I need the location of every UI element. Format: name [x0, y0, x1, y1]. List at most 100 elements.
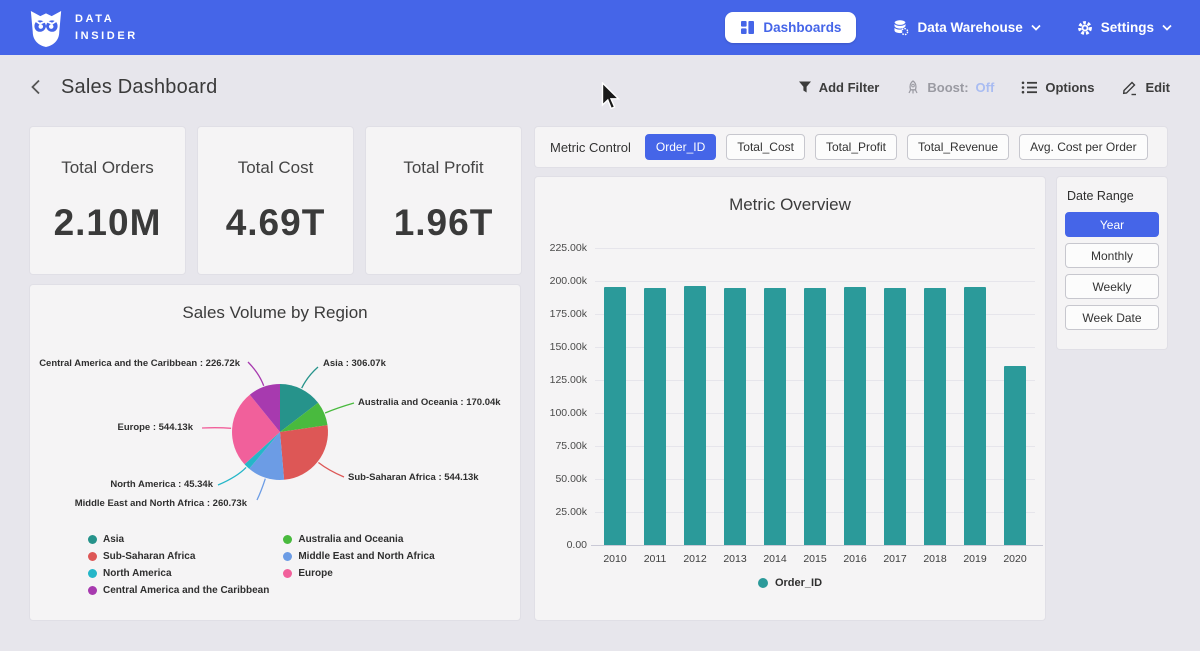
kpi-label: Total Cost	[237, 157, 314, 177]
legend-label: Central America and the Caribbean	[103, 585, 270, 596]
legend-label: Asia	[103, 534, 125, 545]
owl-logo-icon	[30, 10, 62, 47]
y-axis-tick-label: 150.00k	[549, 341, 587, 353]
legend-label: Australia and Oceania	[298, 534, 404, 545]
bar-2019[interactable]	[964, 287, 986, 545]
nav-settings[interactable]: Settings	[1077, 20, 1172, 36]
date-range-weekly-button[interactable]: Weekly	[1065, 274, 1159, 299]
boost-state: Off	[975, 79, 995, 95]
nav-dashboards-button[interactable]: Dashboards	[725, 12, 857, 43]
boost-toggle[interactable]: Boost: Off	[906, 80, 994, 95]
y-axis-tick-label: 225.00k	[549, 242, 587, 254]
y-axis-tick-label: 50.00k	[555, 473, 587, 485]
legend-dot	[88, 552, 97, 561]
filter-icon	[798, 81, 811, 93]
bar-2020[interactable]	[1004, 365, 1026, 545]
pie-slice-europe[interactable]	[232, 394, 280, 465]
dashboards-icon	[741, 21, 755, 34]
bar-chart-card: Metric Overview 0.00 25.00k 50.00k 75.00k 10…	[535, 177, 1045, 620]
legend-item-australia-and-oceania[interactable]: Australia and Oceania	[283, 531, 434, 548]
options-button[interactable]: Options	[1021, 80, 1094, 95]
pie-slice-sub-saharan-africa[interactable]	[280, 425, 328, 480]
y-axis-tick-label: 200.00k	[549, 275, 587, 287]
legend-label: North America	[103, 568, 172, 579]
pie-slice-central-america-and-the-caribbean[interactable]	[249, 384, 280, 432]
metric-chip-avg-cost-per-order[interactable]: Avg. Cost per Order	[1019, 134, 1148, 160]
bar-2017[interactable]	[884, 287, 906, 545]
pie-legend: Asia Sub-Saharan Africa North America Centr…	[88, 531, 435, 599]
bar-chart-title: Metric Overview	[729, 195, 851, 214]
page-title: Sales Dashboard	[61, 75, 218, 98]
metric-chip-order-id[interactable]: Order_ID	[644, 134, 717, 160]
bar-2015[interactable]	[804, 287, 826, 545]
pie-leader-line	[201, 427, 232, 429]
legend-label: Europe	[298, 568, 333, 579]
bar-chart-legend: Order_ID	[535, 577, 1045, 589]
metric-chip-total-revenue[interactable]: Total_Revenue	[907, 134, 1010, 160]
pie-slice-label-australia-and-oceania: Australia and Oceania : 170.04k	[358, 397, 501, 408]
date-range-week-date-button[interactable]: Week Date	[1065, 305, 1159, 330]
pie-leader-line	[324, 402, 355, 414]
edit-button[interactable]: Edit	[1121, 79, 1170, 96]
rocket-icon	[908, 79, 918, 93]
date-range-monthly-button[interactable]: Monthly	[1065, 243, 1159, 268]
bar-2011[interactable]	[644, 287, 666, 545]
legend-dot	[283, 569, 293, 578]
bar-2016[interactable]	[844, 286, 866, 545]
legend-item-europe[interactable]: Europe	[283, 565, 434, 582]
legend-dot	[88, 535, 97, 544]
legend-item-middle-east-and-north-africa[interactable]: Middle East and North Africa	[283, 548, 435, 565]
gear-icon	[1077, 20, 1092, 35]
brand-logo[interactable]: DATA INSIDER	[28, 8, 138, 48]
legend-dot	[757, 578, 768, 588]
kpi-label: Total Orders	[61, 157, 154, 177]
nav-dashboards-label: Dashboards	[763, 20, 842, 35]
chevron-down-icon	[1162, 24, 1172, 31]
pie-slice-label-europe: Europe : 544.13k	[117, 422, 193, 433]
pie-slice-australia-and-oceania[interactable]	[280, 402, 328, 432]
y-axis-tick-label: 75.00k	[555, 440, 587, 452]
pie-leader-line	[247, 361, 265, 387]
x-axis-tick-label: 2018	[923, 553, 947, 565]
pie-slice-asia[interactable]	[280, 384, 319, 432]
bar-2010[interactable]	[604, 287, 626, 545]
y-axis-tick-label: 175.00k	[549, 308, 587, 320]
brand-line2: INSIDER	[75, 29, 138, 42]
legend-label: Order_ID	[774, 577, 823, 589]
metric-control-bar: Metric Control Order_ID Total_Cost Total…	[535, 127, 1167, 167]
x-axis-tick-label: 2011	[643, 553, 667, 565]
options-label: Options	[1045, 79, 1095, 95]
bar-2012[interactable]	[684, 286, 706, 545]
date-range-label: Date Range	[1067, 189, 1134, 203]
bar-2018[interactable]	[924, 287, 946, 545]
kpi-label: Total Profit	[403, 157, 484, 177]
bar-2014[interactable]	[764, 287, 786, 545]
pie-chart	[201, 361, 355, 501]
x-axis-tick-label: 2017	[883, 553, 907, 565]
metric-chip-total-cost[interactable]: Total_Cost	[726, 134, 805, 160]
legend-item-asia[interactable]: Asia	[88, 531, 269, 548]
pie-slice-label-central-america-and-the-caribbean: Central America and the Caribbean : 226.…	[39, 358, 240, 369]
add-filter-button[interactable]: Add Filter	[798, 79, 880, 95]
y-axis-tick-label: 125.00k	[549, 374, 587, 386]
database-icon	[894, 20, 909, 36]
legend-dot	[88, 569, 97, 578]
legend-dot	[88, 586, 97, 595]
edit-label: Edit	[1145, 79, 1170, 95]
chevron-down-icon	[1031, 24, 1041, 31]
pie-leader-line	[301, 366, 319, 389]
back-icon[interactable]	[30, 79, 41, 95]
nav-data-warehouse-label: Data Warehouse	[917, 20, 1023, 35]
nav-data-warehouse[interactable]: Data Warehouse	[892, 19, 1041, 36]
gridline	[595, 281, 1035, 282]
metric-chip-total-profit[interactable]: Total_Profit	[814, 134, 898, 160]
bar-2013[interactable]	[724, 287, 746, 545]
pie-slice-middle-east-and-north-africa[interactable]	[249, 432, 285, 480]
add-filter-label: Add Filter	[818, 79, 880, 95]
brand-line1: DATA	[75, 13, 115, 25]
pie-slice-north-america[interactable]	[244, 432, 281, 469]
date-range-year-button[interactable]: Year	[1065, 212, 1159, 237]
legend-item-north-america[interactable]: North America	[88, 565, 269, 582]
legend-item-central-america-and-the-caribbean[interactable]: Central America and the Caribbean	[88, 582, 269, 599]
legend-item-sub-saharan-africa[interactable]: Sub-Saharan Africa	[88, 548, 269, 565]
